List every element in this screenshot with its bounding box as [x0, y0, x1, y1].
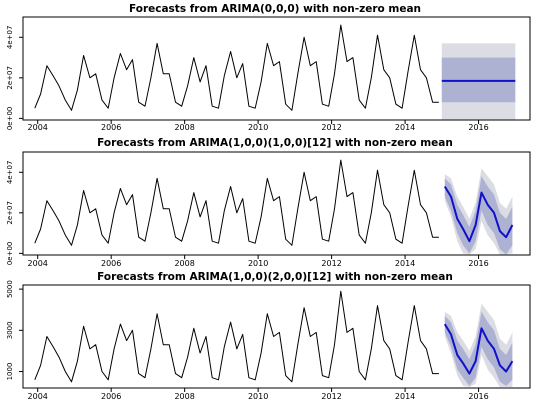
panel-2-x-tick-label: 2010	[248, 259, 268, 268]
panel-3-y-tick-label: 1000	[6, 363, 14, 381]
panel-3-x-tick-label: 2014	[395, 392, 415, 401]
panel-2-x-tick-label: 2008	[174, 259, 194, 268]
panel-3-forecast-line	[443, 323, 514, 375]
panel-1-x-tick-label: 2016	[468, 123, 488, 132]
panel-2-forecast-line	[443, 185, 514, 243]
panel-3-y-tick-label: 3000	[6, 321, 14, 339]
panel-2-x-tick-label: 2012	[321, 259, 341, 268]
panel-3-title: Forecasts from ARIMA(1,0,0)(2,0,0)[12] w…	[97, 271, 453, 283]
panel-1-y-tick-label: 0e+00	[6, 107, 14, 131]
panel-2: Forecasts from ARIMA(1,0,0)(1,0,0)[12] w…	[6, 137, 531, 268]
panel-1-x-tick-label: 2006	[101, 123, 121, 132]
panel-3-y-tick-label: 5000	[6, 280, 14, 298]
panel-1-x-tick-label: 2012	[321, 123, 341, 132]
panel-1-x-tick-label: 2008	[174, 123, 194, 132]
panel-3: Forecasts from ARIMA(1,0,0)(2,0,0)[12] w…	[6, 271, 531, 401]
panel-2-band-80	[444, 176, 513, 255]
panel-1-band-80	[441, 57, 516, 103]
panel-3-x-tick-label: 2010	[248, 392, 268, 401]
panel-2-frame	[22, 151, 531, 256]
panel-1-x-tick-label: 2014	[395, 123, 415, 132]
panel-3-x-tick-label: 2016	[468, 392, 488, 401]
panel-2-x-tick-label: 2004	[28, 259, 48, 268]
panel-1-x-tick-label: 2010	[248, 123, 268, 132]
panel-1-y-tick-label: 4e+07	[6, 26, 14, 50]
panel-2-x-tick-label: 2014	[395, 259, 415, 268]
panel-3-x-tick-label: 2008	[174, 392, 194, 401]
panel-3-observed-line	[34, 290, 439, 383]
panel-2-x-tick-label: 2006	[101, 259, 121, 268]
panel-2-x-tick-label: 2016	[468, 259, 488, 268]
panel-1-observed-line	[34, 24, 439, 111]
panel-1-frame	[22, 16, 531, 121]
panel-2-y-tick-label: 4e+07	[6, 161, 14, 185]
panel-1-x-tick-label: 2004	[28, 123, 48, 132]
panel-1-y-tick-label: 2e+07	[6, 66, 14, 90]
panel-3-frame	[22, 284, 531, 389]
panel-1-title: Forecasts from ARIMA(0,0,0) with non-zer…	[129, 3, 421, 15]
panel-3-x-tick-label: 2004	[28, 392, 48, 401]
panel-3-x-tick-label: 2012	[321, 392, 341, 401]
panel-2-title: Forecasts from ARIMA(1,0,0)(1,0,0)[12] w…	[97, 137, 453, 149]
panel-2-y-tick-label: 2e+07	[6, 201, 14, 225]
panel-2-y-tick-label: 0e+00	[6, 242, 14, 266]
panel-1: Forecasts from ARIMA(0,0,0) with non-zer…	[6, 3, 531, 132]
panel-3-x-tick-label: 2006	[101, 392, 121, 401]
panel-2-observed-line	[34, 159, 439, 246]
